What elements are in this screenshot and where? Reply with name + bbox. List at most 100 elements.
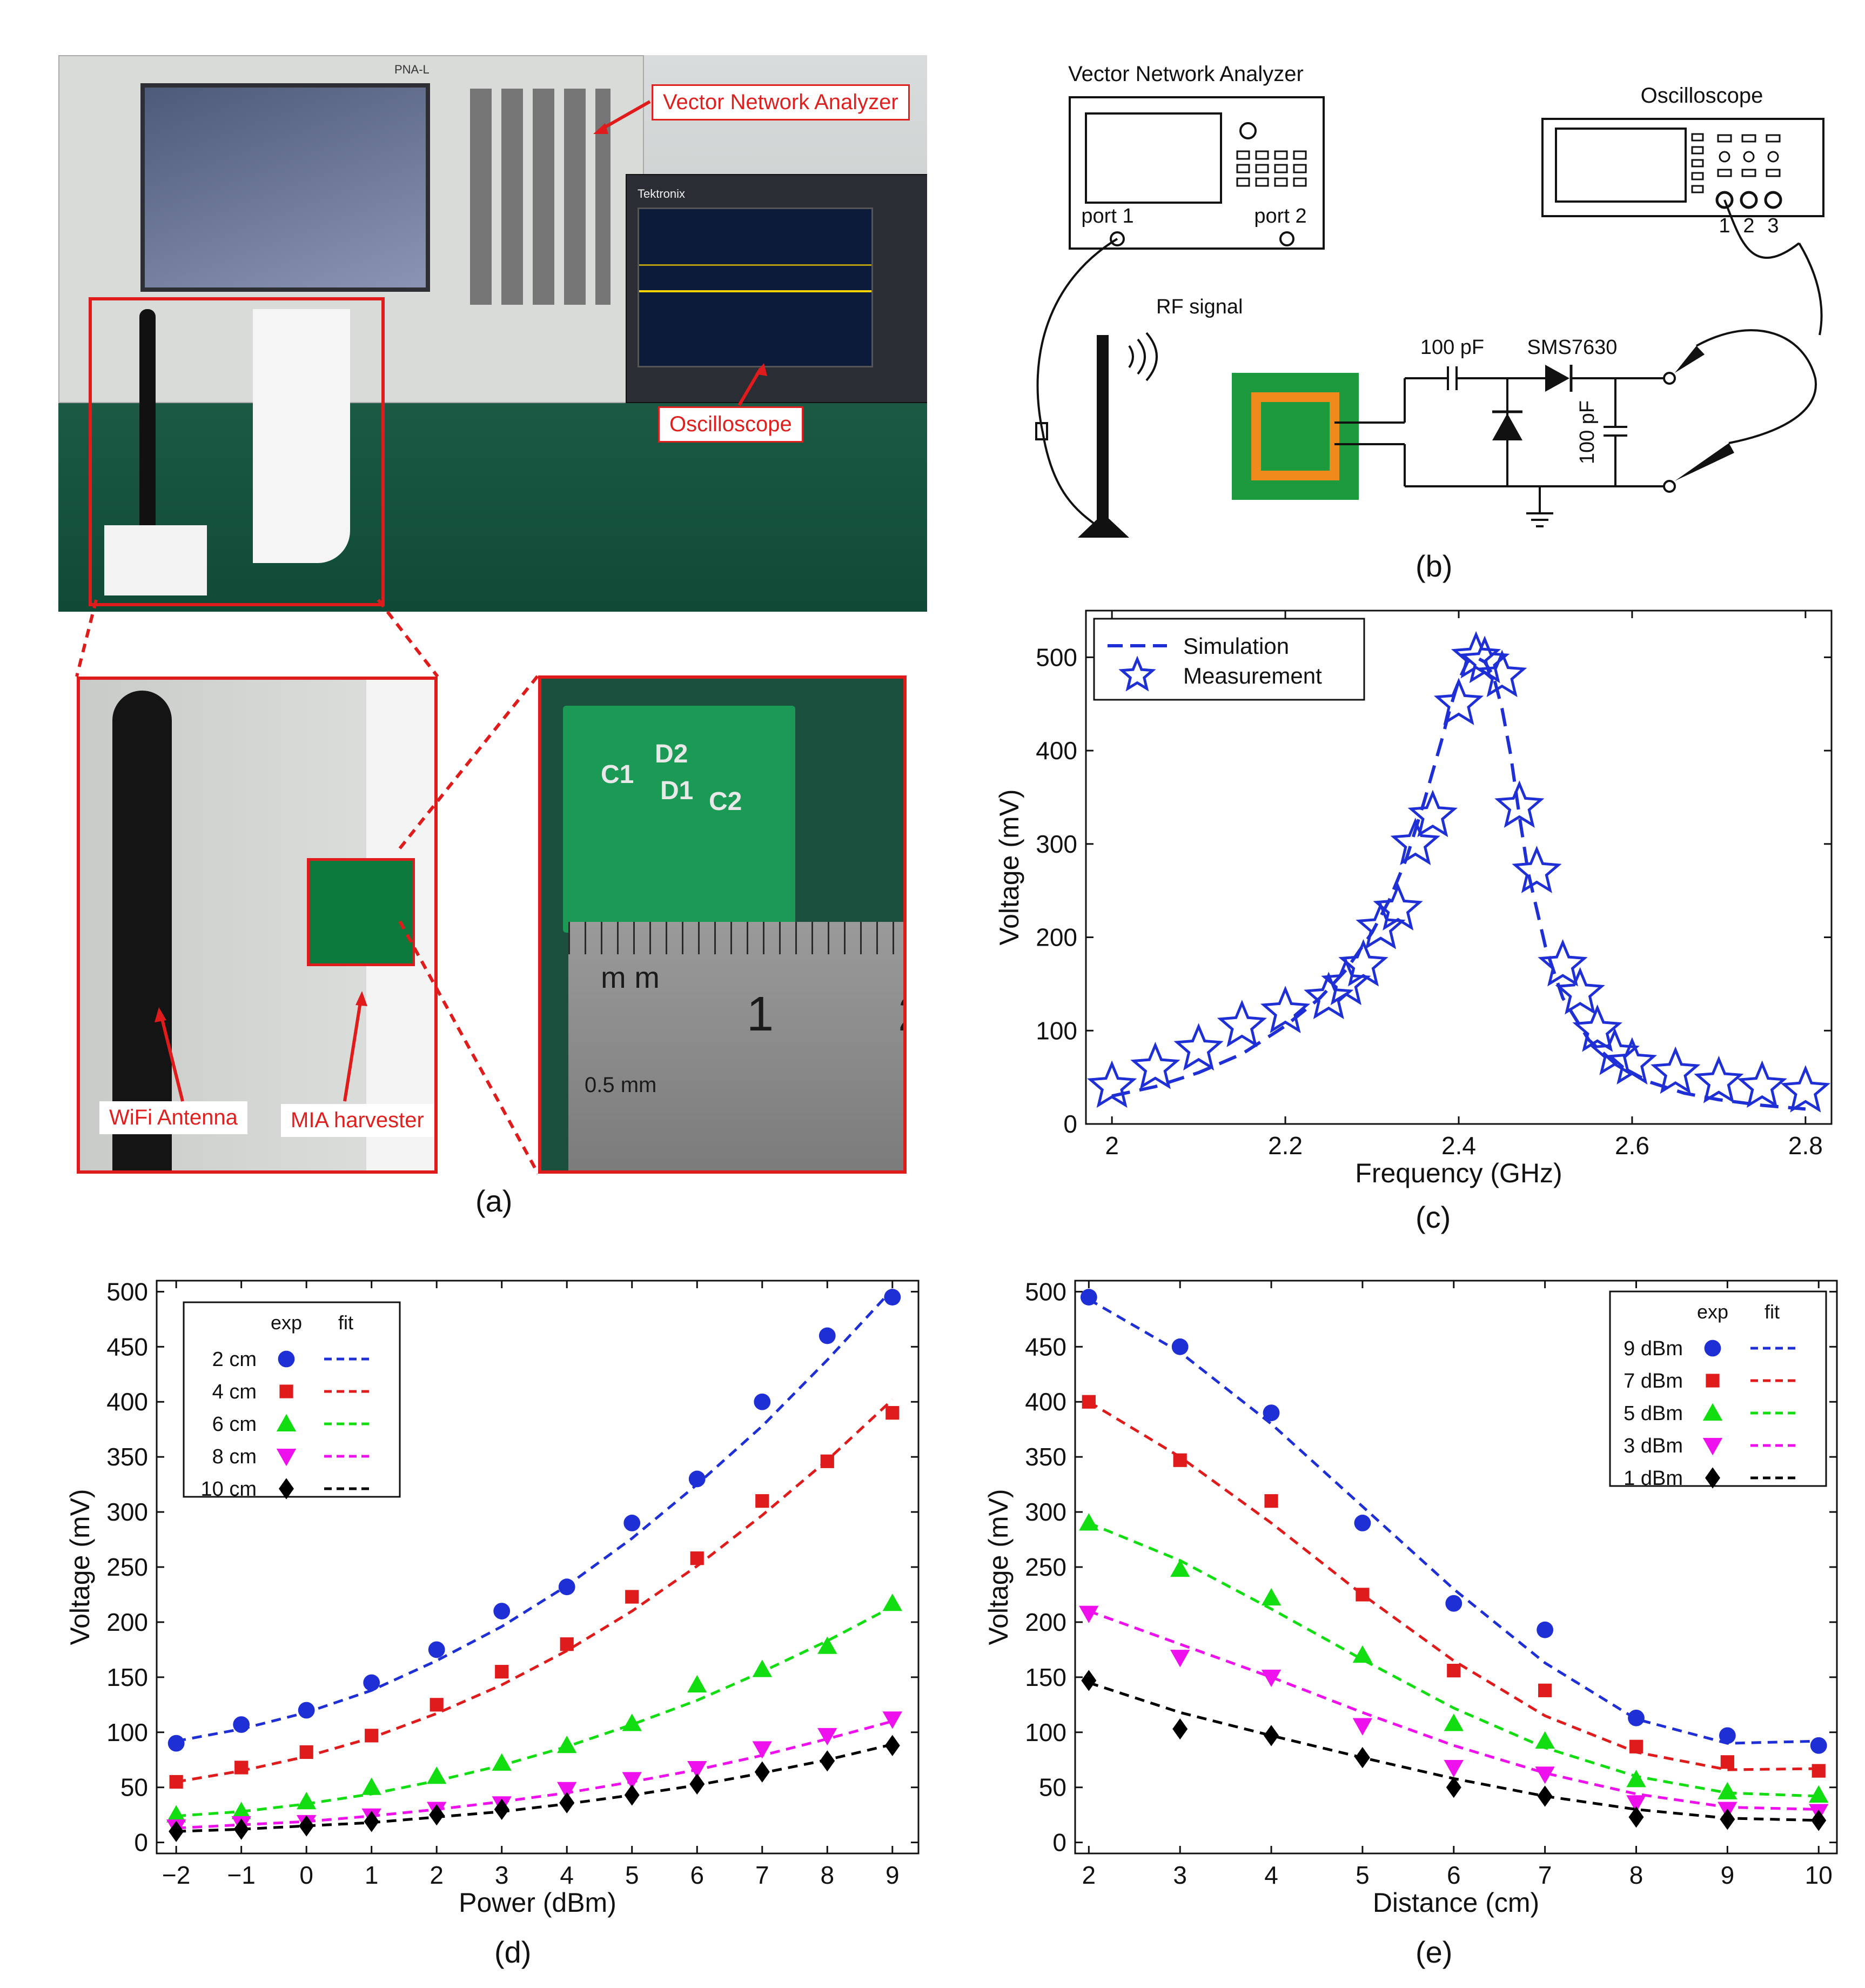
- y-tick-label: 400: [1025, 1388, 1066, 1416]
- data-point: [1080, 1289, 1097, 1306]
- legend-marker: [279, 1384, 293, 1398]
- data-point: [1079, 1513, 1099, 1531]
- y-tick-label: 500: [106, 1277, 148, 1306]
- antenna-symbol: [1097, 335, 1109, 524]
- legend-measurement-swatch: [1118, 655, 1156, 692]
- data-point: [687, 1675, 707, 1693]
- y-tick-label: 150: [106, 1663, 148, 1691]
- data-point: [1537, 1621, 1554, 1638]
- y-axis-label: Voltage (mV): [65, 1489, 95, 1645]
- measurement-point: [1451, 631, 1501, 679]
- y-tick-label: 300: [1036, 830, 1077, 858]
- fit-line: [1088, 1681, 1819, 1822]
- x-tick-label: 2: [1105, 1132, 1119, 1160]
- fit-line: [1088, 1610, 1819, 1811]
- y-tick-label: 0: [134, 1829, 148, 1857]
- data-point: [1082, 1395, 1096, 1409]
- x-tick-label: 4: [1264, 1861, 1278, 1889]
- data-point: [1537, 1785, 1553, 1807]
- x-axis-label: Distance (cm): [1373, 1887, 1539, 1918]
- y-tick-label: 100: [1025, 1718, 1066, 1746]
- x-tick-label: −1: [227, 1861, 255, 1889]
- data-point: [882, 1594, 902, 1611]
- diode-series-symbol: [1545, 365, 1569, 392]
- pcb-c1: C1: [601, 760, 634, 789]
- legend-label: 9 dBm: [1624, 1337, 1683, 1360]
- y-tick-label: 100: [1036, 1016, 1077, 1045]
- data-point: [820, 1454, 834, 1468]
- data-point: [558, 1578, 575, 1596]
- data-point: [1173, 1453, 1187, 1467]
- data-point: [560, 1637, 574, 1651]
- ruler-unit: m m: [601, 960, 660, 994]
- osc-ch2: 2: [1743, 215, 1754, 237]
- panel-label-d: (d): [494, 1935, 532, 1969]
- data-point: [1718, 1782, 1737, 1799]
- fit-line: [1088, 1401, 1819, 1771]
- data-point: [1811, 1810, 1827, 1831]
- panel-label-c: (c): [1415, 1200, 1451, 1234]
- x-tick-label: 2.2: [1268, 1132, 1303, 1160]
- label-wifi-antenna: WiFi Antenna: [99, 1101, 247, 1134]
- data-point: [296, 1791, 317, 1810]
- data-point: [624, 1784, 640, 1806]
- x-axis-label: Power (dBm): [459, 1887, 616, 1918]
- vna-port2-label: port 2: [1254, 205, 1306, 227]
- y-tick-label: 450: [106, 1333, 148, 1361]
- measurement-point: [1512, 846, 1562, 893]
- data-point: [492, 1753, 512, 1771]
- rectifier-circuit: [1334, 366, 1664, 527]
- legend-header-fit: fit: [338, 1311, 353, 1334]
- vna-title: Vector Network Analyzer: [1068, 62, 1304, 86]
- y-tick-label: 50: [120, 1773, 148, 1802]
- data-point: [687, 1761, 707, 1779]
- data-point: [494, 1798, 509, 1820]
- measurement-point: [1737, 1060, 1787, 1108]
- y-axis-label: Voltage (mV): [983, 1489, 1014, 1645]
- data-point: [1352, 1718, 1373, 1736]
- x-tick-label: 7: [1538, 1861, 1552, 1889]
- x-tick-label: 3: [1173, 1861, 1187, 1889]
- data-point: [169, 1775, 183, 1789]
- fit-line: [1088, 1522, 1819, 1798]
- diode-shunt-symbol: [1492, 413, 1522, 440]
- measurement-point: [1433, 678, 1484, 725]
- schematic-diagram: Vector Network Analyzer port 1 port 2 RF…: [1035, 62, 1824, 538]
- measurement-point: [1304, 972, 1354, 1020]
- measurement-point: [1572, 1004, 1622, 1052]
- probe-tip-bottom: [1675, 443, 1734, 481]
- data-point: [622, 1713, 642, 1731]
- data-point: [428, 1641, 445, 1658]
- red-highlight-box: [89, 297, 385, 606]
- data-point: [1810, 1737, 1827, 1754]
- y-tick-label: 350: [106, 1443, 148, 1471]
- data-point: [884, 1735, 900, 1756]
- legend-marker: [276, 1449, 297, 1467]
- data-point: [755, 1494, 769, 1508]
- antenna-cable: [1036, 238, 1118, 531]
- data-point: [1079, 1605, 1099, 1623]
- legend-marker: [278, 1350, 295, 1368]
- x-tick-label: 8: [820, 1861, 834, 1889]
- cap1-label: 100 pF: [1420, 336, 1484, 359]
- x-tick-label: 2.4: [1441, 1132, 1476, 1160]
- ruler: m m 1 2 0.5 mm: [568, 922, 903, 1170]
- x-tick-label: 6: [690, 1861, 704, 1889]
- y-tick-label: 350: [1025, 1443, 1066, 1471]
- measurement-point: [1338, 939, 1388, 987]
- legend: Simulation Measurement: [1093, 618, 1365, 701]
- legend-header-fit: fit: [1765, 1301, 1780, 1323]
- data-point: [1081, 1670, 1097, 1691]
- y-tick-label: 100: [106, 1718, 148, 1746]
- data-point: [1264, 1494, 1278, 1508]
- data-point: [299, 1815, 314, 1837]
- osc-box: [1541, 118, 1824, 217]
- measurement-point: [1173, 1023, 1224, 1071]
- antenna-photo: [139, 309, 156, 541]
- y-tick-label: 250: [1025, 1553, 1066, 1581]
- legend-marker: [1702, 1403, 1723, 1421]
- osc-ch3: 3: [1767, 215, 1779, 237]
- data-point: [1535, 1766, 1555, 1784]
- legend-marker: [1702, 1438, 1723, 1456]
- vna-instrument: PNA-L: [58, 55, 644, 403]
